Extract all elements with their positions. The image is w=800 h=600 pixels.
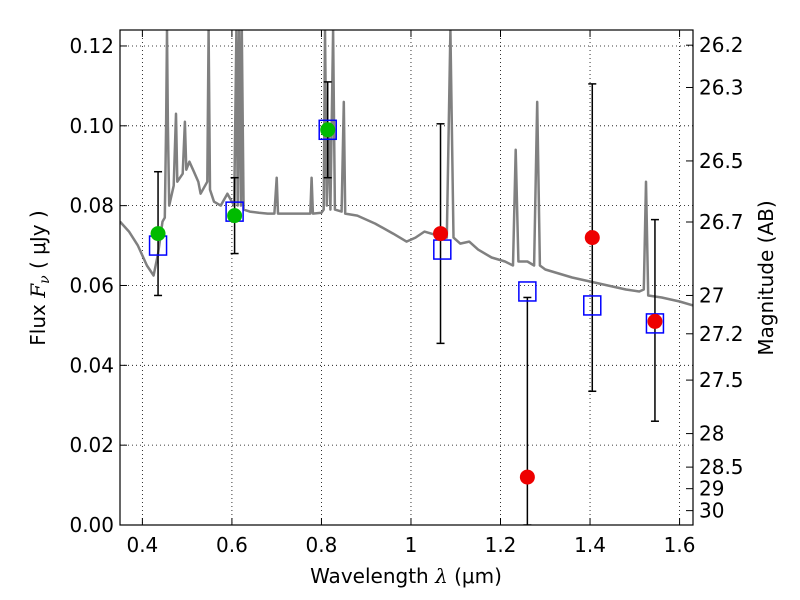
- y-tick-label: 0.06: [69, 273, 114, 297]
- y2-tick-label: 27.5: [699, 368, 744, 392]
- model-flux-square: [433, 239, 452, 260]
- observed-flux-point: [519, 469, 535, 485]
- y2-tick-label: 30: [699, 499, 724, 523]
- plot-frame: [119, 29, 694, 526]
- y-tick-label: 0.08: [69, 194, 114, 218]
- x-tick-label: 0.4: [126, 533, 158, 557]
- y-axis-label: Flux Fν ( μJy ): [26, 210, 53, 345]
- x-tick-label: 0.6: [216, 533, 248, 557]
- y2-tick-label: 26.7: [699, 210, 744, 234]
- template-spectrum-line: [120, 30, 693, 307]
- x-tick-label: 1.2: [485, 533, 517, 557]
- y2-tick-label: 26.3: [699, 75, 744, 99]
- y-tick-labels: 0.00 0.02 0.04 0.06 0.08 0.10 0.12: [69, 34, 114, 537]
- y2-tick-label: 27: [699, 283, 724, 307]
- y-tick-label: 0.10: [69, 114, 114, 138]
- model-flux-square: [583, 295, 602, 316]
- y2-tick-label: 26.2: [699, 33, 744, 57]
- observed-flux-point: [584, 230, 600, 246]
- y2-tick-label: 28: [699, 422, 724, 446]
- observed-flux-point: [150, 226, 166, 242]
- x-tick-labels: 0.4 0.6 0.8 1 1.2 1.4 1.6: [126, 533, 695, 557]
- observed-flux-point: [647, 313, 663, 329]
- y2-tick-label: 29: [699, 477, 724, 501]
- x-tick-label: 1.6: [664, 533, 696, 557]
- x-axis-label: Wavelength λ (μm): [310, 564, 502, 588]
- model-flux-square: [318, 119, 337, 141]
- observed-flux-point: [320, 122, 336, 138]
- y-tick-label: 0.04: [69, 353, 114, 377]
- model-flux-square: [518, 281, 537, 302]
- y2-tick-label: 27.2: [699, 322, 744, 346]
- y2-tick-label: 26.5: [699, 149, 744, 173]
- observed-flux-point: [227, 208, 243, 224]
- y-tick-label: 0.00: [69, 513, 114, 537]
- y2-axis-label: Magnitude (AB): [754, 200, 778, 355]
- x-tick-label: 0.8: [306, 533, 338, 557]
- x-tick-label: 1.4: [574, 533, 606, 557]
- observed-flux-point: [433, 226, 449, 242]
- y2-tick-label: 28.5: [699, 455, 744, 479]
- y-tick-label: 0.02: [69, 433, 114, 457]
- grid: [120, 30, 693, 526]
- y-tick-label: 0.12: [69, 34, 114, 58]
- tick-marks: [120, 30, 693, 526]
- x-tick-label: 1: [405, 533, 418, 557]
- model-flux-square: [645, 313, 665, 334]
- plot-area: [120, 30, 693, 525]
